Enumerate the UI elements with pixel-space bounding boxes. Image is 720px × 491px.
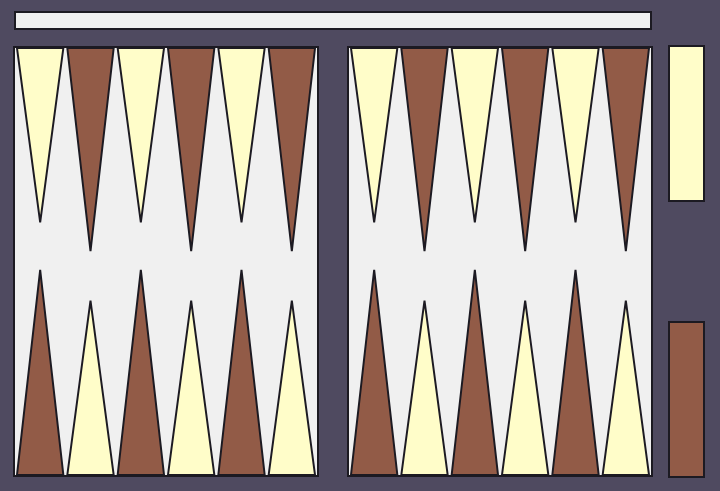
left-bottom-point-3[interactable]	[116, 269, 166, 475]
right-top-point-2[interactable]	[400, 48, 449, 252]
right-top-point-4[interactable]	[500, 48, 550, 252]
left-bottom-point-5[interactable]	[217, 269, 266, 475]
left-bottom-point-1[interactable]	[15, 269, 65, 475]
right-bottom-point-5[interactable]	[551, 269, 600, 475]
bear-off-tray-light[interactable]	[668, 45, 705, 202]
left-top-point-6[interactable]	[267, 48, 317, 252]
left-top-point-5[interactable]	[217, 48, 266, 223]
left-bottom-point-4[interactable]	[166, 300, 216, 475]
right-bottom-point-2[interactable]	[400, 300, 449, 475]
right-half-points	[349, 48, 651, 475]
left-top-point-3[interactable]	[116, 48, 166, 223]
bear-off-tray-dark[interactable]	[668, 321, 705, 478]
left-bottom-point-6[interactable]	[267, 300, 317, 475]
right-bottom-point-3[interactable]	[450, 269, 500, 475]
left-bottom-point-2[interactable]	[66, 300, 115, 475]
right-top-point-3[interactable]	[450, 48, 500, 223]
left-top-point-1[interactable]	[15, 48, 65, 223]
left-top-point-2[interactable]	[66, 48, 115, 252]
left-top-point-4[interactable]	[166, 48, 216, 252]
right-bottom-point-4[interactable]	[500, 300, 550, 475]
right-bottom-point-1[interactable]	[349, 269, 399, 475]
left-half-points	[15, 48, 317, 475]
right-top-point-1[interactable]	[349, 48, 399, 223]
right-top-point-6[interactable]	[601, 48, 651, 252]
board-left-half[interactable]	[13, 46, 319, 477]
right-top-point-5[interactable]	[551, 48, 600, 223]
status-bar	[14, 11, 652, 30]
right-bottom-point-6[interactable]	[601, 300, 651, 475]
board-right-half[interactable]	[347, 46, 653, 477]
